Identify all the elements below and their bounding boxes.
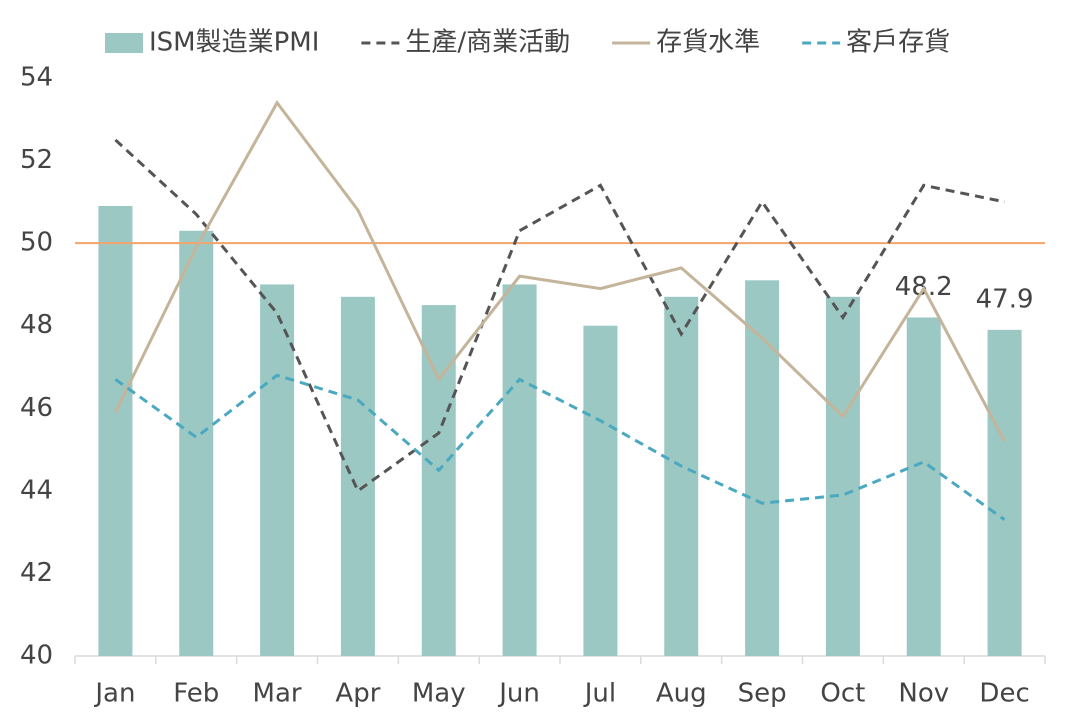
x-tick-label: Sep <box>738 679 787 709</box>
x-tick-label: May <box>412 679 466 709</box>
legend-label: ISM製造業PMI <box>149 28 319 58</box>
y-tick-label: 48 <box>20 310 53 340</box>
y-tick-label: 40 <box>20 641 53 671</box>
bar <box>745 280 780 656</box>
y-tick-label: 44 <box>20 475 53 505</box>
x-tick-label: Oct <box>820 679 865 709</box>
x-tick-label: Dec <box>979 679 1029 709</box>
y-tick-label: 50 <box>20 228 53 258</box>
x-tick-label: Mar <box>253 679 302 709</box>
bar <box>583 325 618 656</box>
x-tick-label: Jul <box>583 679 616 709</box>
x-tick-label: Apr <box>335 679 380 709</box>
legend-swatch <box>105 33 143 53</box>
bar <box>987 329 1022 656</box>
y-tick-label: 54 <box>20 63 53 93</box>
bar <box>502 284 537 656</box>
data-label: 47.9 <box>976 284 1034 314</box>
bar <box>179 230 214 656</box>
x-tick-label: Jun <box>497 679 540 709</box>
y-tick-label: 42 <box>20 558 53 588</box>
x-tick-label: Nov <box>898 679 949 709</box>
legend-label: 存貨水準 <box>656 28 760 58</box>
legend-label: 生產/商業活動 <box>405 28 570 58</box>
legend-label: 客戶存貨 <box>846 28 950 58</box>
bar <box>906 317 941 656</box>
line <box>114 100 1006 443</box>
bar <box>98 205 133 656</box>
y-tick-label: 52 <box>20 145 53 175</box>
line <box>114 138 1005 494</box>
x-tick-label: Feb <box>173 679 219 709</box>
bar <box>340 296 375 656</box>
line <box>114 373 1006 521</box>
bar <box>664 296 699 656</box>
x-tick-label: Jan <box>93 679 135 709</box>
bar <box>260 284 295 656</box>
y-tick-label: 46 <box>20 393 53 423</box>
bar <box>825 296 860 656</box>
x-tick-label: Aug <box>656 679 707 709</box>
